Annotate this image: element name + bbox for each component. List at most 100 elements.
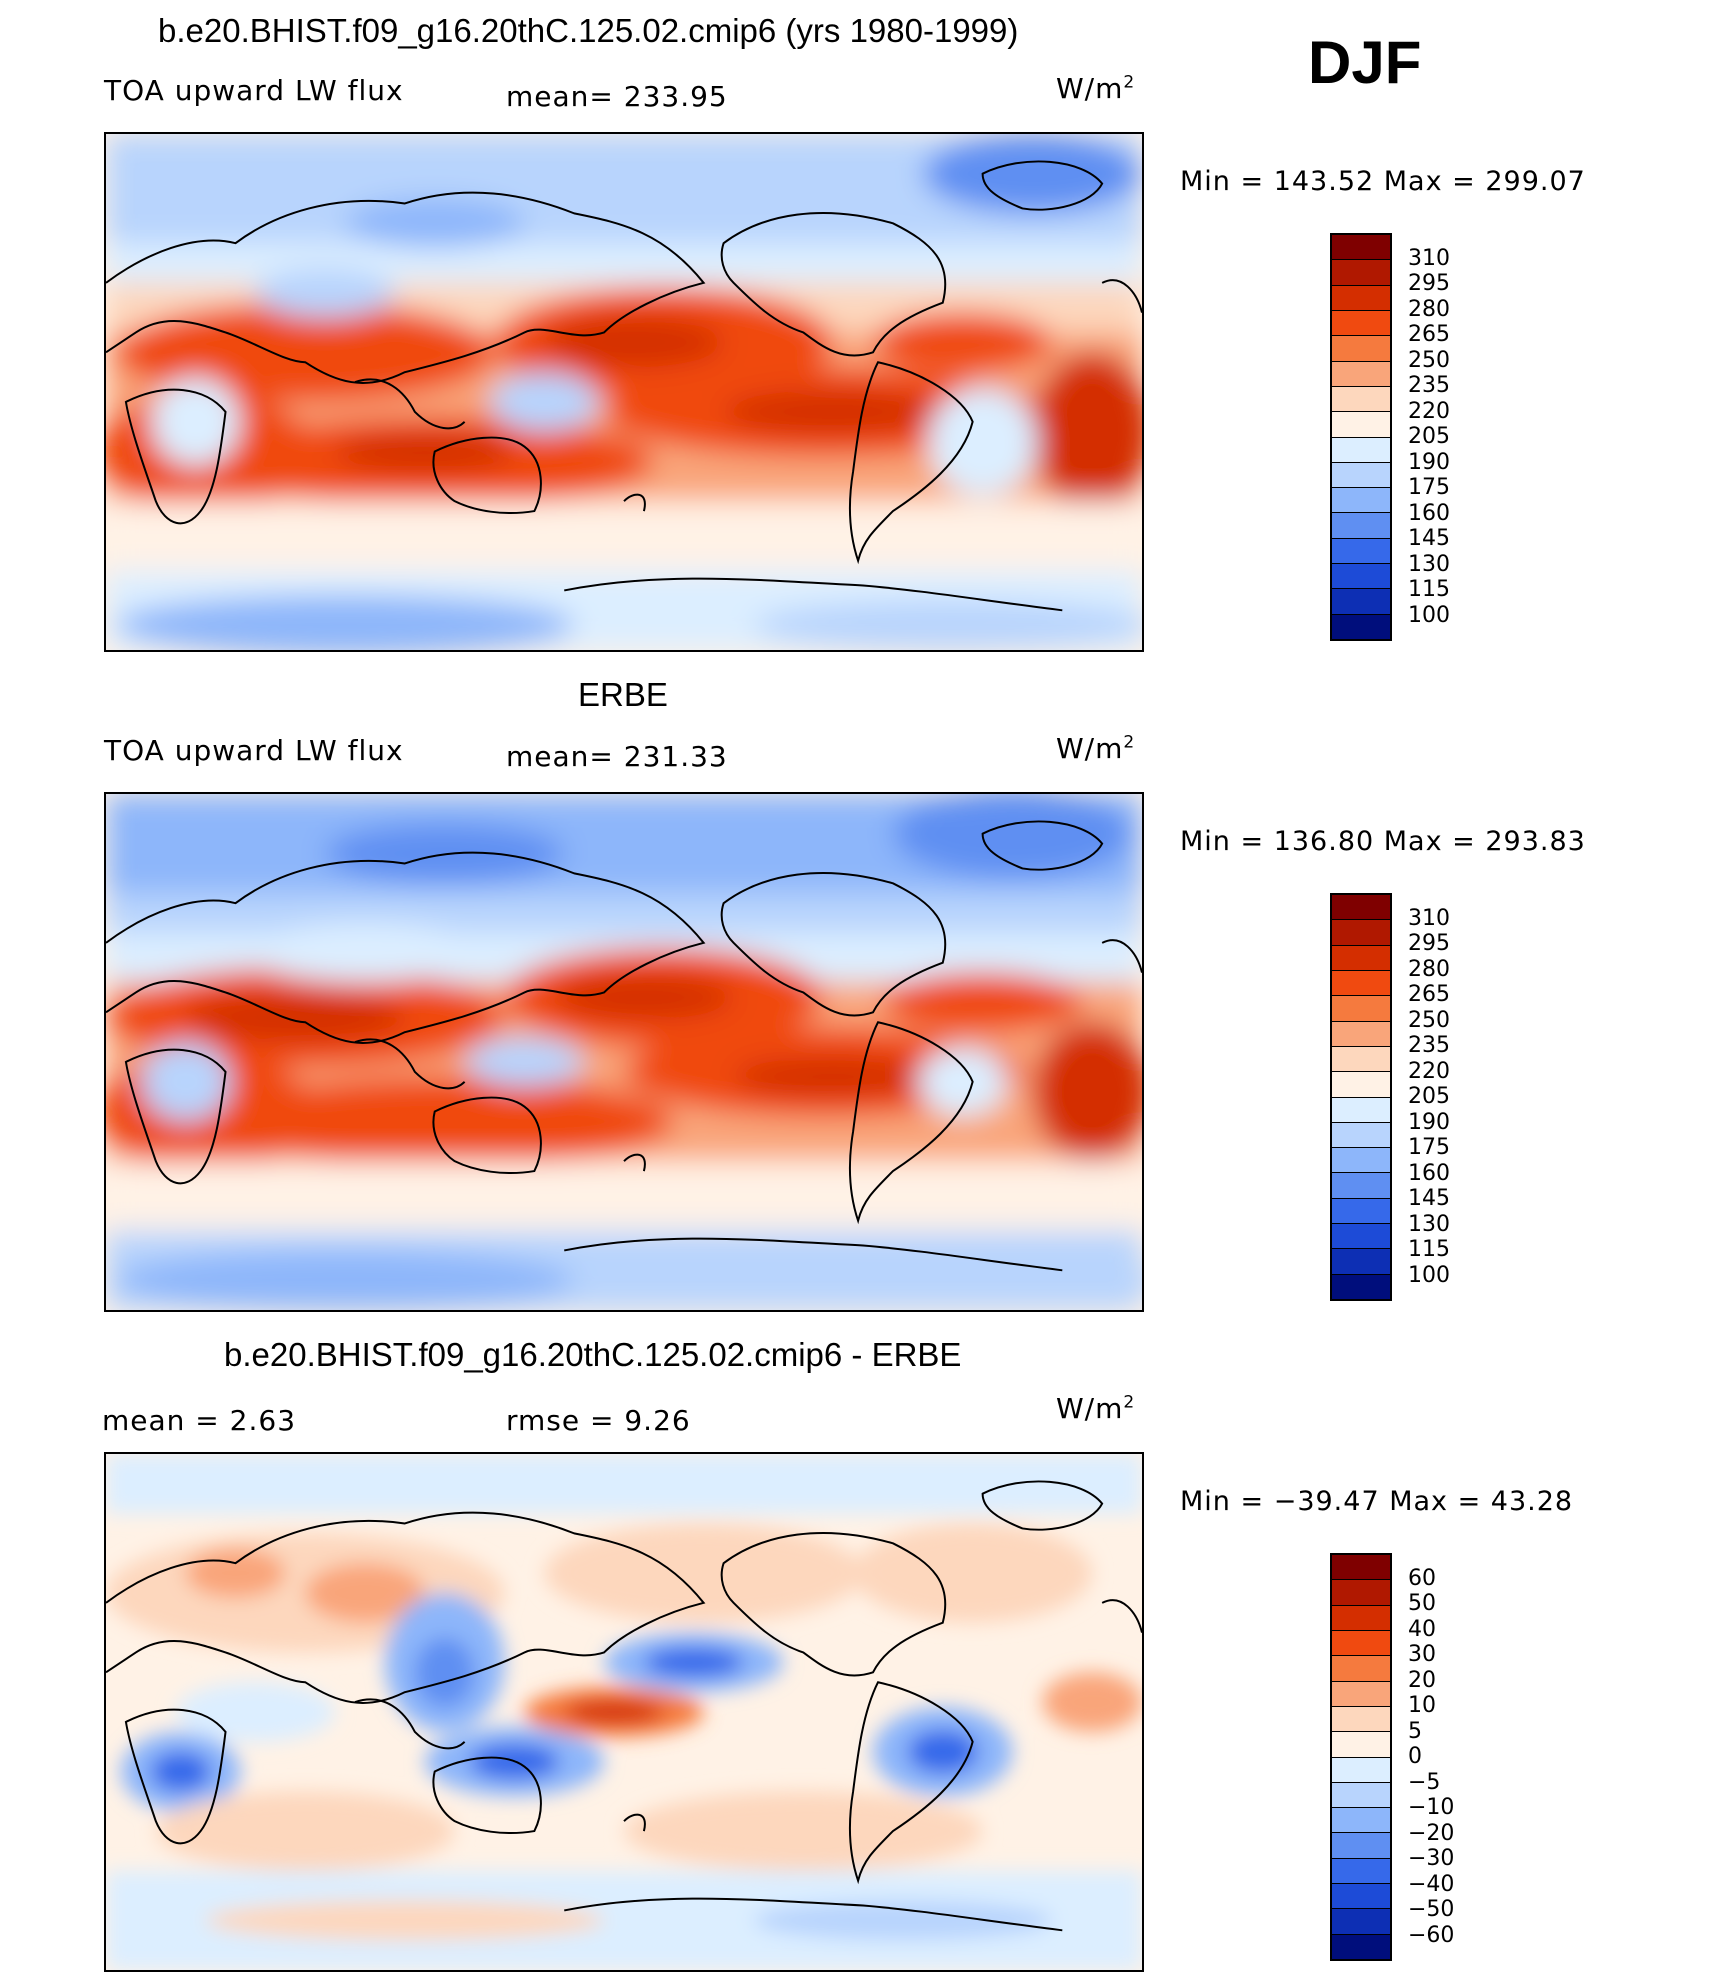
colorbar-swatch [1332, 361, 1390, 387]
colorbar-tick-label: −20 [1408, 1820, 1455, 1846]
colorbar-tick-label: 145 [1408, 1186, 1450, 1211]
colorbar-swatch [1332, 1656, 1390, 1682]
colorbar-tick-label: 40 [1408, 1616, 1436, 1642]
panel-3-contour-field [106, 1454, 1142, 1970]
colorbar-tick-label: 115 [1408, 577, 1450, 602]
colorbar-swatch [1332, 1681, 1390, 1707]
colorbar-tick-label: 175 [1408, 475, 1450, 500]
colorbar-tick-label: 5 [1408, 1718, 1422, 1744]
colorbar-tick-label: 145 [1408, 526, 1450, 551]
colorbar-tick-label: −50 [1408, 1897, 1455, 1922]
panel-3-coastlines [106, 1480, 1142, 1932]
panel-3-title: b.e20.BHIST.f09_g16.20thC.125.02.cmip6 -… [224, 1336, 962, 1373]
colorbar-swatch [1332, 1072, 1390, 1098]
colorbar-tick-label: 220 [1408, 1058, 1450, 1084]
colorbar-tick-label: 190 [1408, 1109, 1450, 1135]
colorbar-tick-label: 10 [1408, 1693, 1436, 1718]
colorbar-swatch [1332, 1580, 1390, 1606]
season-label: DJF [1308, 29, 1422, 96]
panel-3-units: W/m2 [1056, 1392, 1136, 1425]
colorbar-tick-label: 220 [1408, 398, 1450, 424]
colorbar-swatch [1332, 1782, 1390, 1809]
panel-1-colorbar-ticks: 310 295 280 265 250 235 220 205 190 175 160 145 130 1… [1408, 233, 1488, 641]
colorbar-swatch [1332, 1148, 1390, 1174]
panel-3-mean-label: mean = 2.63 [102, 1404, 297, 1437]
panel-1-map [104, 132, 1144, 652]
colorbar-swatch [1332, 1934, 1390, 1959]
colorbar-swatch [1332, 589, 1390, 615]
colorbar-swatch [1332, 1884, 1390, 1910]
colorbar-swatch [1332, 1249, 1390, 1275]
colorbar-tick-label: −10 [1408, 1795, 1455, 1820]
colorbar-swatch [1332, 386, 1390, 413]
colorbar-swatch [1332, 462, 1390, 489]
colorbar-swatch [1332, 513, 1390, 539]
colorbar-tick-label: 280 [1408, 956, 1450, 982]
colorbar-tick-label: 280 [1408, 296, 1450, 322]
colorbar-swatch [1332, 1630, 1390, 1657]
colorbar-tick-label: 130 [1408, 551, 1450, 577]
colorbar-tick-label: −60 [1408, 1922, 1455, 1948]
colorbar-tick-label: 250 [1408, 1007, 1450, 1033]
colorbar-swatch [1332, 1732, 1390, 1758]
colorbar-tick-label: 190 [1408, 449, 1450, 475]
colorbar-swatch [1332, 1909, 1390, 1935]
colorbar-tick-label: 130 [1408, 1211, 1450, 1237]
colorbar-tick-label: 30 [1408, 1642, 1436, 1667]
colorbar-tick-label: 295 [1408, 271, 1450, 296]
colorbar-swatch [1332, 1198, 1390, 1225]
colorbar-tick-label: 310 [1408, 905, 1450, 931]
colorbar-swatch [1332, 1021, 1390, 1047]
colorbar-swatch [1332, 1224, 1390, 1250]
colorbar-swatch [1332, 920, 1390, 946]
colorbar-swatch [1332, 488, 1390, 514]
colorbar-swatch [1332, 437, 1390, 463]
panel-2-min-max: Min = 136.80 Max = 293.83 [1180, 826, 1586, 857]
colorbar-swatch [1332, 1046, 1390, 1073]
colorbar-swatch [1332, 235, 1390, 261]
colorbar-tick-label: 100 [1408, 602, 1450, 628]
colorbar-swatch [1332, 996, 1390, 1022]
panel-2-map [104, 792, 1144, 1312]
colorbar-swatch [1332, 538, 1390, 565]
panel-2-units: W/m2 [1056, 732, 1136, 765]
panel-1-units: W/m2 [1056, 72, 1136, 105]
panel-3-colorbar [1330, 1553, 1392, 1961]
colorbar-swatch [1332, 1706, 1390, 1733]
panel-2-colorbar-ticks: 310 295 280 265 250 235 220 205 190 175 160 145 130 1… [1408, 893, 1488, 1301]
colorbar-tick-label: 265 [1408, 982, 1450, 1007]
colorbar-tick-label: 310 [1408, 245, 1450, 271]
colorbar-tick-label: 0 [1408, 1744, 1422, 1769]
colorbar-tick-label: 175 [1408, 1135, 1450, 1160]
colorbar-tick-label: 205 [1408, 1084, 1450, 1109]
panel-3-rmse-label: rmse = 9.26 [506, 1404, 691, 1437]
colorbar-tick-label: 205 [1408, 424, 1450, 449]
colorbar-tick-label: 235 [1408, 373, 1450, 398]
colorbar-tick-label: 20 [1408, 1667, 1436, 1693]
panel-3-colorbar-ticks: 60 50 40 30 20 10 5 0 −5 −10 −20 −30 −40 −50 −60 [1408, 1553, 1488, 1961]
panel-1-variable-label: TOA upward LW flux [104, 74, 404, 107]
colorbar-tick-label: 265 [1408, 322, 1450, 347]
panel-2-variable-label: TOA upward LW flux [104, 734, 404, 767]
colorbar-swatch [1332, 336, 1390, 362]
colorbar-swatch [1332, 1097, 1390, 1123]
panel-2-coastlines [106, 820, 1142, 1272]
colorbar-swatch [1332, 1274, 1390, 1299]
panel-3-min-max: Min = −39.47 Max = 43.28 [1180, 1486, 1574, 1517]
colorbar-swatch [1332, 412, 1390, 438]
colorbar-swatch [1332, 945, 1390, 971]
colorbar-swatch [1332, 310, 1390, 337]
panel-1-min-max: Min = 143.52 Max = 299.07 [1180, 166, 1586, 197]
panel-1-contour-field [106, 134, 1142, 650]
colorbar-tick-label: −40 [1408, 1871, 1455, 1897]
colorbar-tick-label: 60 [1408, 1565, 1436, 1591]
colorbar-swatch [1332, 1605, 1390, 1631]
colorbar-tick-label: 100 [1408, 1262, 1450, 1288]
colorbar-swatch [1332, 1858, 1390, 1885]
colorbar-tick-label: 160 [1408, 500, 1450, 526]
panel-2-contour-field [106, 794, 1142, 1310]
panel-2-colorbar [1330, 893, 1392, 1301]
colorbar-tick-label: 160 [1408, 1160, 1450, 1186]
colorbar-swatch [1332, 1833, 1390, 1859]
colorbar-tick-label: −5 [1408, 1769, 1441, 1795]
